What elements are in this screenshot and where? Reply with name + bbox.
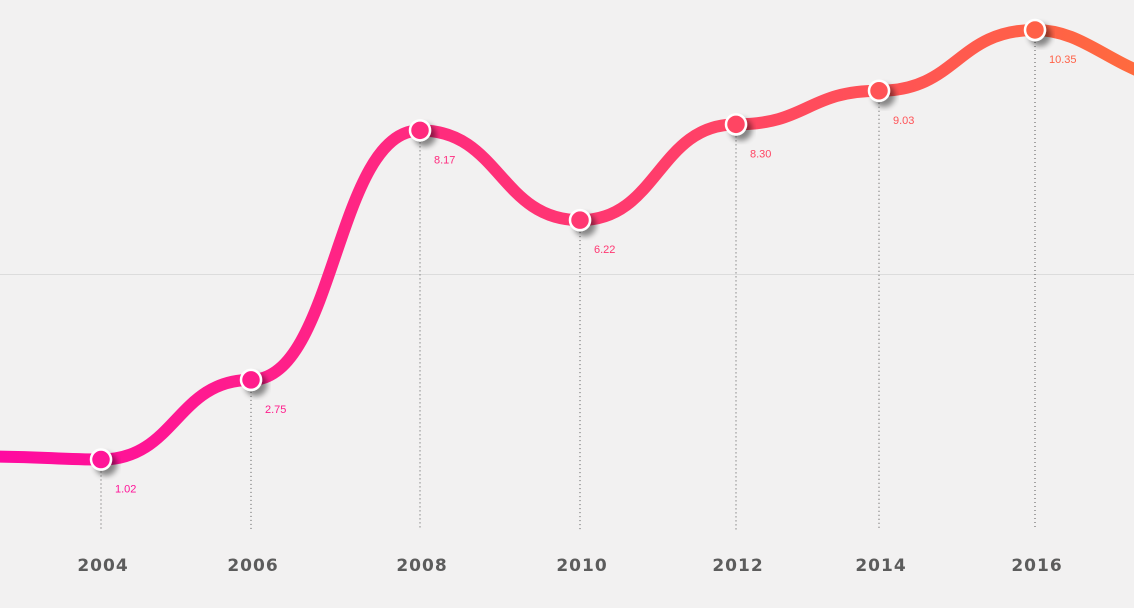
x-tick-label: 2006: [227, 556, 278, 576]
data-label: 6.22: [594, 244, 615, 256]
x-tick-label: 2012: [712, 556, 763, 576]
x-tick-label: 2008: [396, 556, 447, 576]
drop-lines: [100, 37, 1036, 530]
data-label: 8.30: [750, 148, 771, 160]
x-tick-label: 2004: [77, 556, 128, 576]
x-tick-label: 2016: [1011, 556, 1062, 576]
x-tick-label: 2014: [855, 556, 906, 576]
data-label: 1.02: [115, 484, 136, 496]
data-label: 2.75: [265, 404, 286, 416]
data-label: 9.03: [893, 115, 914, 127]
value-labels: 1.02 2.75 8.17 6.22 8.30 9.03 10.35: [115, 54, 1077, 496]
data-point: [568, 208, 592, 232]
data-points: [89, 18, 1047, 471]
x-tick-label: 2010: [556, 556, 607, 576]
data-label: 8.17: [434, 154, 455, 166]
data-point: [89, 448, 113, 471]
data-point: [408, 119, 432, 142]
x-axis-tick-labels: 2004 2006 2008 2010 2012 2014 2016: [77, 556, 1062, 576]
series-line: [0, 23, 1134, 466]
data-label: 10.35: [1049, 54, 1077, 66]
data-point: [724, 113, 748, 136]
data-point: [239, 368, 263, 392]
data-point: [1023, 18, 1047, 42]
data-point: [867, 79, 891, 103]
